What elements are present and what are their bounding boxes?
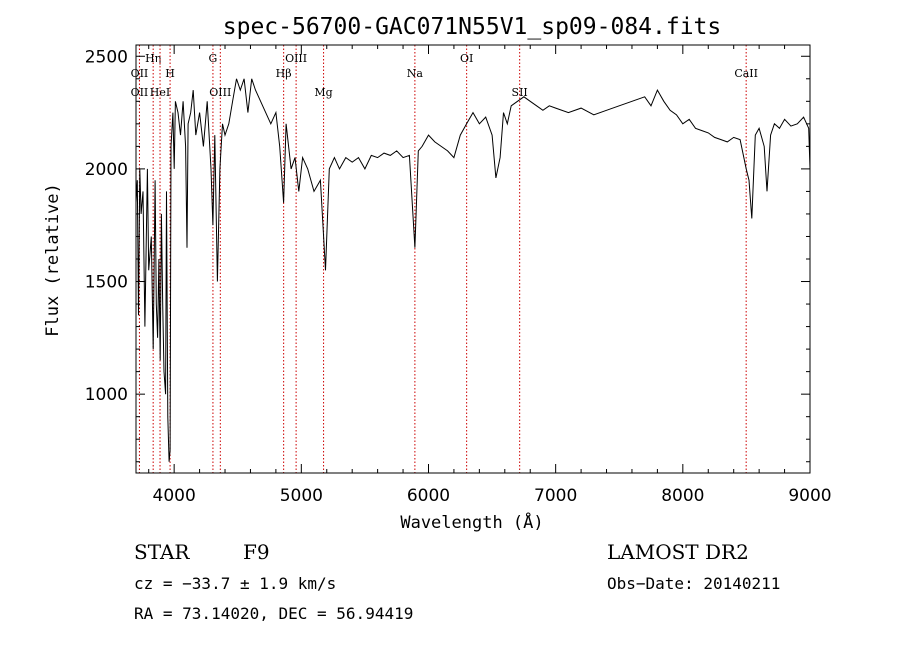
line-marker-label: G bbox=[209, 52, 218, 65]
line-marker-label: OII bbox=[131, 86, 149, 99]
line-marker-label: OIII bbox=[285, 52, 307, 65]
coordinates: RA = 73.14020, DEC = 56.94419 bbox=[134, 604, 414, 623]
plot-frame bbox=[135, 44, 811, 474]
x-tick-label: 7000 bbox=[534, 486, 577, 506]
x-tick-label: 9000 bbox=[788, 486, 831, 506]
y-axis: 1000 1500 2000 2500 bbox=[85, 47, 810, 463]
line-marker-label: Hη bbox=[145, 52, 161, 65]
line-marker-label: OI bbox=[460, 52, 473, 65]
spectral-subclass: F9 bbox=[243, 540, 270, 564]
y-axis-label: Flux (relative) bbox=[43, 183, 63, 337]
spectrum-line bbox=[136, 78, 810, 462]
x-tick-label: 4000 bbox=[153, 486, 196, 506]
x-axis: 4000 5000 6000 7000 8000 9000 bbox=[148, 45, 832, 506]
line-marker-label: CaII bbox=[734, 67, 758, 80]
x-tick-label: 8000 bbox=[661, 486, 704, 506]
spectrum-chart: spec-56700-GAC071N55V1_sp09-084.fits OII… bbox=[43, 14, 832, 533]
line-marker-label: Hβ bbox=[276, 67, 292, 80]
line-marker-label: HeI bbox=[150, 86, 170, 99]
survey-name: LAMOST DR2 bbox=[607, 540, 749, 564]
redshift-velocity: cz = −33.7 ± 1.9 km/s bbox=[134, 574, 337, 593]
line-marker-label: SII bbox=[512, 86, 528, 99]
x-tick-label: 5000 bbox=[280, 486, 323, 506]
x-tick-label: 6000 bbox=[407, 486, 450, 506]
x-axis-label: Wavelength (Å) bbox=[400, 511, 543, 533]
y-tick-label: 1000 bbox=[85, 385, 128, 405]
line-marker-label: OII bbox=[131, 67, 149, 80]
y-tick-label: 1500 bbox=[85, 273, 128, 293]
chart-title: spec-56700-GAC071N55V1_sp09-084.fits bbox=[223, 14, 722, 40]
emission-line-markers: OII OII Hη HeI H G OIII Hβ OIII Mg Na OI SII CaII bbox=[131, 45, 758, 473]
line-marker-label: OIII bbox=[209, 86, 231, 99]
observation-date: Obs−Date: 20140211 bbox=[607, 574, 781, 593]
y-tick-label: 2500 bbox=[85, 47, 128, 67]
line-marker-label: H bbox=[165, 67, 175, 80]
y-tick-label: 2000 bbox=[85, 160, 128, 180]
line-marker-label: Na bbox=[407, 67, 424, 80]
line-marker-label: Mg bbox=[314, 86, 332, 99]
object-class: STAR bbox=[134, 540, 190, 564]
